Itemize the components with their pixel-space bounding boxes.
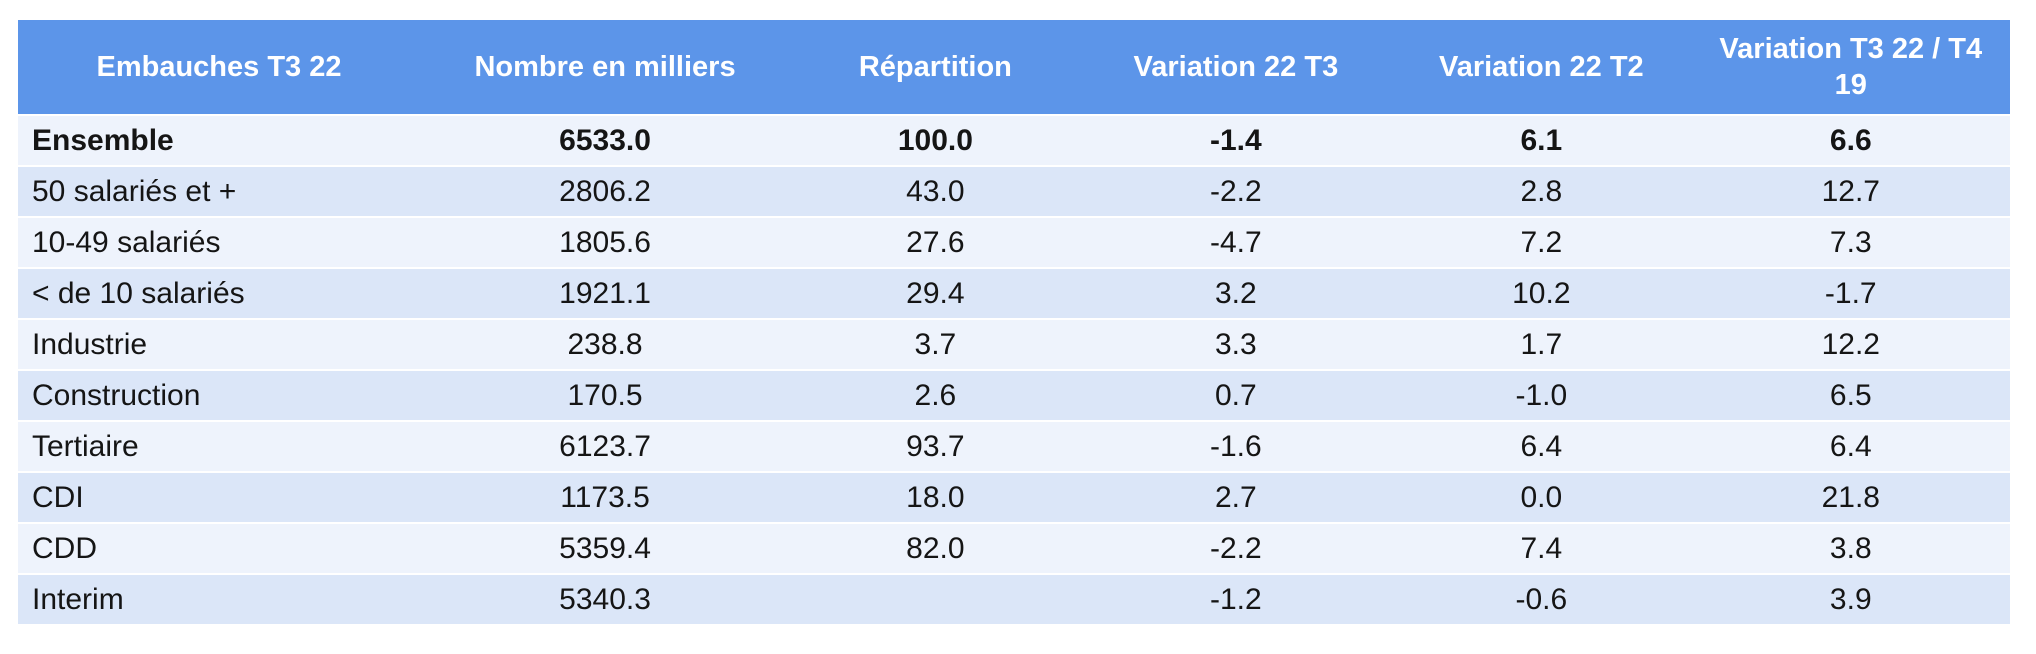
cell-value: 82.0 xyxy=(790,524,1081,573)
cell-value: 93.7 xyxy=(790,422,1081,471)
cell-value: 2.8 xyxy=(1391,167,1692,216)
cell-value: 7.3 xyxy=(1691,218,2010,267)
table-row: 50 salariés et +2806.2 43.0 -2.2 2.8 12.7 xyxy=(18,167,2010,216)
cell-value: 238.8 xyxy=(419,320,791,369)
cell-value: 29.4 xyxy=(790,269,1081,318)
table-body: Ensemble 6533.0 100.0 -1.4 6.1 6.6 50 salariés… xyxy=(18,116,2010,624)
cell-value: -2.2 xyxy=(1080,167,1392,216)
cell-value: 7.4 xyxy=(1391,524,1692,573)
cell-value: 2806.2 xyxy=(419,167,791,216)
cell-value: 27.6 xyxy=(790,218,1081,267)
cell-value: 2.6 xyxy=(790,371,1081,420)
cell-value: 12.2 xyxy=(1691,320,2010,369)
row-label: Construction xyxy=(18,371,420,420)
cell-value: 5359.4 xyxy=(419,524,791,573)
row-label: 50 salariés et + xyxy=(18,167,420,216)
row-label: Interim xyxy=(18,575,420,624)
column-header-nombre: Nombre en milliers xyxy=(419,20,791,114)
cell-value: 6.4 xyxy=(1691,422,2010,471)
cell-value: 1921.1 xyxy=(419,269,791,318)
cell-value: 0.0 xyxy=(1391,473,1692,522)
cell-value: 2.7 xyxy=(1080,473,1392,522)
cell-value: 6.4 xyxy=(1391,422,1692,471)
table-row: CDD 5359.4 82.0 -2.2 7.4 3.8 xyxy=(18,524,2010,573)
cell-value: 1.7 xyxy=(1391,320,1692,369)
cell-value: 6533.0 xyxy=(419,116,791,165)
table-row: Ensemble 6533.0 100.0 -1.4 6.1 6.6 xyxy=(18,116,2010,165)
table-row: Tertiaire 6123.7 93.7 -1.6 6.4 6.4 xyxy=(18,422,2010,471)
cell-value: 0.7 xyxy=(1080,371,1392,420)
row-label: CDI xyxy=(18,473,420,522)
cell-value: 43.0 xyxy=(790,167,1081,216)
cell-value: 3.8 xyxy=(1691,524,2010,573)
cell-value: 6.5 xyxy=(1691,371,2010,420)
cell-value: 3.3 xyxy=(1080,320,1392,369)
cell-value: 6.1 xyxy=(1391,116,1692,165)
cell-value: 21.8 xyxy=(1691,473,2010,522)
cell-value: 10.2 xyxy=(1391,269,1692,318)
row-label: Industrie xyxy=(18,320,420,369)
column-header-variation-t3: Variation 22 T3 xyxy=(1080,20,1392,114)
cell-value: 5340.3 xyxy=(419,575,791,624)
cell-value: -1.7 xyxy=(1691,269,2010,318)
cell-value: 3.2 xyxy=(1080,269,1392,318)
embauches-table: Embauches T3 22 Nombre en milliers Répar… xyxy=(18,18,2010,626)
cell-value: -0.6 xyxy=(1391,575,1692,624)
cell-value xyxy=(790,575,1081,624)
cell-value: -1.6 xyxy=(1080,422,1392,471)
table-row: CDI 1173.5 18.0 2.7 0.0 21.8 xyxy=(18,473,2010,522)
column-header-variation-t322-t419: Variation T3 22 / T4 19 xyxy=(1691,20,2010,114)
cell-value: -1.2 xyxy=(1080,575,1392,624)
column-header-repartition: Répartition xyxy=(790,20,1081,114)
row-label: < de 10 salariés xyxy=(18,269,420,318)
cell-value: 3.9 xyxy=(1691,575,2010,624)
row-label: 10-49 salariés xyxy=(18,218,420,267)
cell-value: 3.7 xyxy=(790,320,1081,369)
table-row: Industrie 238.8 3.7 3.3 1.7 12.2 xyxy=(18,320,2010,369)
row-label: Ensemble xyxy=(18,116,420,165)
cell-value: 6.6 xyxy=(1691,116,2010,165)
table-row: Interim 5340.3 -1.2 -0.6 3.9 xyxy=(18,575,2010,624)
cell-value: -4.7 xyxy=(1080,218,1392,267)
column-header-embauches: Embauches T3 22 xyxy=(18,20,420,114)
row-label: Tertiaire xyxy=(18,422,420,471)
table-header: Embauches T3 22 Nombre en milliers Répar… xyxy=(18,20,2010,114)
cell-value: 170.5 xyxy=(419,371,791,420)
cell-value: 1805.6 xyxy=(419,218,791,267)
cell-value: 1173.5 xyxy=(419,473,791,522)
table-row: Construction 170.5 2.6 0.7 -1.0 6.5 xyxy=(18,371,2010,420)
row-label: CDD xyxy=(18,524,420,573)
cell-value: 100.0 xyxy=(790,116,1081,165)
cell-value: -1.4 xyxy=(1080,116,1392,165)
column-header-variation-t2: Variation 22 T2 xyxy=(1391,20,1692,114)
cell-value: -2.2 xyxy=(1080,524,1392,573)
cell-value: 18.0 xyxy=(790,473,1081,522)
cell-value: -1.0 xyxy=(1391,371,1692,420)
cell-value: 12.7 xyxy=(1691,167,2010,216)
cell-value: 6123.7 xyxy=(419,422,791,471)
table-row: < de 10 salariés 1921.1 29.4 3.2 10.2 -1.7 xyxy=(18,269,2010,318)
cell-value: 7.2 xyxy=(1391,218,1692,267)
table-row: 10-49 salariés 1805.6 27.6 -4.7 7.2 7.3 xyxy=(18,218,2010,267)
